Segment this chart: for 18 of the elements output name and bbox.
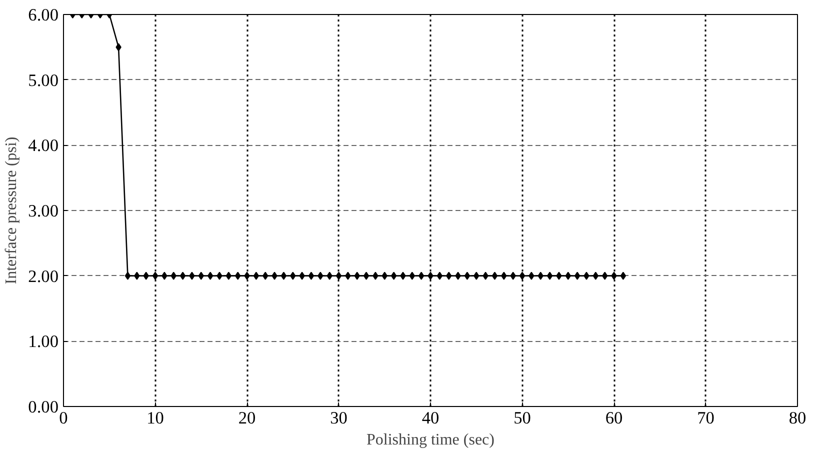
- x-axis-title: Polishing time (sec): [366, 432, 494, 448]
- y-tick-label: 2.00: [28, 266, 59, 286]
- x-tick-label: 70: [697, 408, 714, 428]
- x-tick-label: 0: [59, 408, 68, 428]
- y-tick-label: 5.00: [28, 70, 59, 90]
- y-tick-label: 1.00: [28, 332, 59, 352]
- x-tick-label: 10: [146, 408, 164, 428]
- y-tick-label: 0.00: [28, 398, 59, 416]
- y-tick-label: 6.00: [28, 6, 59, 24]
- x-tick-label: 50: [514, 408, 531, 428]
- y-tick-label: 4.00: [28, 136, 59, 156]
- x-tick-label: 30: [330, 408, 348, 428]
- x-tick-label: 40: [422, 408, 440, 428]
- y-axis-title: Interface pressure (psi): [3, 136, 20, 284]
- x-tick-label: 80: [788, 408, 806, 428]
- y-tick-label: 3.00: [28, 202, 59, 220]
- x-tick-label: 60: [605, 408, 623, 428]
- x-tick-label: 20: [238, 408, 256, 428]
